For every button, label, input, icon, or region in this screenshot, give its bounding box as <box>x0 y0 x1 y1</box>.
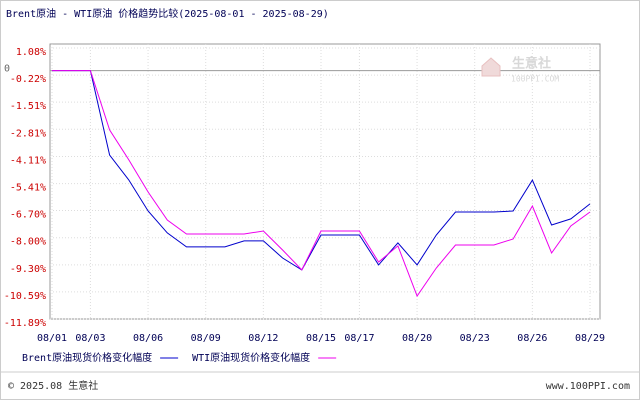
y-tick-label: -5.41% <box>10 183 46 194</box>
footer-site: www.100PPI.com <box>546 381 630 392</box>
y-tick-label: -4.11% <box>10 155 46 166</box>
chart-title: Brent原油 - WTI原油 价格趋势比较(2025-08-01 - 2025… <box>6 7 329 20</box>
footer-copyright: © 2025.08 生意社 <box>8 379 98 392</box>
watermark: 生意社 100PPI.COM <box>481 56 559 84</box>
y-tick-label: -10.59% <box>4 291 46 302</box>
watermark-icon <box>481 57 501 77</box>
y-tick-label: 0 <box>4 64 10 75</box>
x-tick-label: 08/06 <box>133 333 163 344</box>
x-tick-label: 08/09 <box>191 333 221 344</box>
x-tick-label: 08/01 <box>37 333 67 344</box>
y-tick-label: -6.70% <box>10 210 46 221</box>
y-tick-label: -1.51% <box>10 101 46 112</box>
y-tick-label: -0.22% <box>10 74 46 85</box>
x-tick-label: 08/12 <box>248 333 278 344</box>
x-tick-label: 08/15 <box>306 333 336 344</box>
legend-label: Brent原油现货价格变化幅度 <box>22 351 152 364</box>
y-tick-label: -9.30% <box>10 264 46 275</box>
plot-area <box>49 43 601 320</box>
x-tick-label: 08/20 <box>402 333 432 344</box>
y-tick-label: -8.00% <box>10 237 46 248</box>
x-tick-label: 08/03 <box>75 333 105 344</box>
watermark-site: 100PPI.COM <box>511 75 559 84</box>
y-tick-label: -11.89% <box>4 318 46 329</box>
x-tick-label: 08/17 <box>344 333 374 344</box>
x-tick-label: 08/26 <box>517 333 547 344</box>
watermark-name: 生意社 <box>512 56 551 72</box>
x-tick-label: 08/29 <box>575 333 605 344</box>
series-line <box>52 70 591 271</box>
y-tick-label: -2.81% <box>10 128 46 139</box>
legend-label: WTI原油现货价格变化幅度 <box>192 351 310 364</box>
y-tick-label: 1.08% <box>16 47 46 58</box>
x-tick-label: 08/23 <box>460 333 490 344</box>
series-line <box>52 70 591 298</box>
